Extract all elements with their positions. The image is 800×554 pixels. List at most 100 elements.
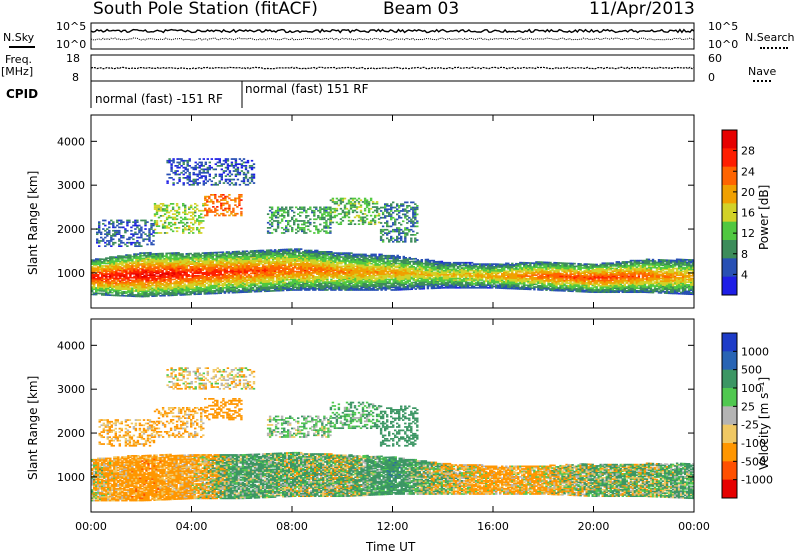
power-cell xyxy=(141,269,144,272)
power-cell xyxy=(340,279,343,282)
power-cell xyxy=(179,274,182,277)
power-cell xyxy=(342,256,345,258)
power-cell xyxy=(123,256,126,259)
power-cell xyxy=(458,286,462,289)
power-cell xyxy=(155,292,158,295)
power-cell xyxy=(153,259,156,262)
power-cell xyxy=(328,256,331,258)
power-cell xyxy=(197,280,200,282)
power-cell xyxy=(223,271,227,273)
power-cell xyxy=(197,252,200,255)
power-cell xyxy=(207,274,211,277)
power-cell xyxy=(410,268,414,271)
power-cell xyxy=(300,254,303,257)
power-cell xyxy=(350,285,353,287)
power-cell xyxy=(412,279,416,281)
power-cell xyxy=(404,286,408,288)
power-cell xyxy=(302,258,305,261)
power-cell xyxy=(183,279,186,282)
power-cell xyxy=(444,273,448,276)
power-cell xyxy=(267,253,271,256)
power-cell xyxy=(233,254,237,257)
power-cell xyxy=(143,290,146,293)
power-cell xyxy=(249,260,253,263)
power-cell xyxy=(364,282,367,285)
power-cell xyxy=(121,268,124,271)
power-cell xyxy=(213,259,217,262)
power-cell xyxy=(376,264,379,266)
power-cell xyxy=(95,293,98,296)
power-cell xyxy=(163,261,166,264)
power-cell xyxy=(125,276,128,279)
power-cell xyxy=(466,268,470,271)
power-cell xyxy=(129,282,132,284)
power-cell xyxy=(259,252,263,255)
power-cell xyxy=(223,254,227,256)
power-cell xyxy=(109,256,112,258)
power-cell xyxy=(215,263,219,266)
power-cell xyxy=(131,280,134,283)
power-cell xyxy=(193,290,196,293)
power-cell xyxy=(277,267,281,270)
power-cell xyxy=(219,292,223,295)
power-cell xyxy=(296,289,299,291)
power-cell xyxy=(277,274,281,276)
power-cell xyxy=(288,278,291,281)
power-cell xyxy=(125,291,128,293)
power-cell xyxy=(249,256,253,259)
power-cell xyxy=(177,261,180,263)
power-cell xyxy=(151,284,154,287)
power-cell xyxy=(161,293,164,296)
power-cell xyxy=(101,284,104,287)
power-cell xyxy=(211,287,215,290)
power-cell xyxy=(406,267,410,270)
power-cell xyxy=(273,250,277,253)
power-cell xyxy=(231,262,235,265)
power-cell xyxy=(340,287,343,290)
power-cell xyxy=(308,253,311,256)
power-cell xyxy=(243,263,247,266)
power-cell xyxy=(340,274,343,277)
power-cell xyxy=(185,276,188,279)
power-cell xyxy=(221,264,225,267)
power-cell xyxy=(269,267,273,270)
power-cell xyxy=(131,262,134,265)
power-cell xyxy=(179,279,182,282)
power-cell xyxy=(143,260,146,262)
power-cell xyxy=(189,287,192,289)
power-cell xyxy=(446,261,450,264)
power-cell xyxy=(123,262,126,264)
power-cell xyxy=(368,254,371,257)
power-cell xyxy=(410,287,414,289)
power-cell xyxy=(382,264,385,266)
power-cell xyxy=(332,272,335,274)
power-cell xyxy=(400,283,403,286)
power-cell xyxy=(265,266,269,269)
power-cell xyxy=(330,265,333,268)
power-cell xyxy=(185,266,188,268)
power-cell xyxy=(233,253,237,256)
power-cell xyxy=(364,253,367,256)
power-cell xyxy=(412,261,416,264)
power-cell xyxy=(197,253,200,256)
power-cell xyxy=(271,274,275,276)
power-cell xyxy=(372,281,375,283)
power-cell xyxy=(131,279,134,282)
power-cell xyxy=(398,274,401,277)
power-cell xyxy=(294,278,297,281)
power-cell xyxy=(147,265,150,267)
power-cell xyxy=(418,266,422,269)
power-cell xyxy=(362,257,365,260)
power-cell xyxy=(197,293,200,296)
power-cell xyxy=(298,287,301,290)
power-cell xyxy=(330,283,333,286)
power-cell xyxy=(225,261,229,264)
power-cell xyxy=(400,267,403,270)
power-cell xyxy=(123,268,126,271)
power-cell xyxy=(330,260,333,262)
power-cell xyxy=(199,284,202,286)
power-cell xyxy=(454,273,458,276)
power-cell xyxy=(231,264,235,266)
power-cell xyxy=(219,260,223,263)
power-cell xyxy=(229,280,233,282)
